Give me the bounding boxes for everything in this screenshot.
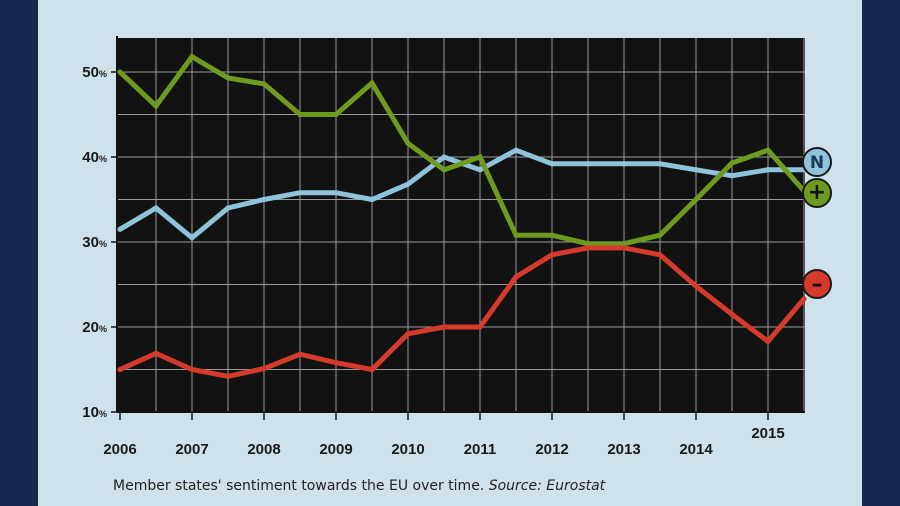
series-marker-label-negative: –: [812, 272, 823, 297]
caption-text: Member states' sentiment towards the EU …: [113, 478, 485, 494]
x-tick-label: 2006: [103, 441, 136, 458]
series-marker-label-neutral: N: [810, 153, 824, 173]
data-point-negative: [369, 366, 375, 373]
data-point-neutral: [189, 235, 195, 241]
data-point-negative: [261, 366, 267, 372]
x-tick-label: 2007: [175, 441, 208, 458]
data-point-negative: [297, 351, 303, 357]
y-tick-label: 30%: [82, 234, 107, 251]
data-point-neutral: [729, 173, 735, 179]
data-point-negative: [117, 366, 123, 373]
data-point-positive: [225, 75, 231, 81]
data-point-neutral: [261, 196, 267, 203]
data-point-positive: [657, 232, 663, 238]
data-point-positive: [765, 147, 771, 153]
x-tick-label: 2008: [247, 441, 280, 458]
data-point-positive: [729, 160, 735, 166]
data-point-positive: [261, 81, 267, 87]
data-point-neutral: [657, 161, 663, 167]
x-tick-label: 2011: [464, 441, 497, 458]
x-tick-label: 2012: [535, 441, 568, 458]
data-point-neutral: [513, 147, 519, 153]
series-marker-label-positive: +: [808, 180, 826, 205]
y-tick-label: 40%: [82, 149, 107, 166]
data-point-positive: [441, 167, 447, 173]
data-point-positive: [621, 241, 627, 247]
series-marker-negative: [802, 269, 832, 299]
data-point-neutral: [549, 161, 555, 167]
data-point-positive: [405, 140, 411, 146]
data-point-positive: [189, 54, 195, 60]
data-point-neutral: [333, 190, 339, 196]
data-point-neutral: [585, 161, 591, 167]
series-line-negative: [118, 245, 806, 379]
data-point-neutral: [441, 154, 447, 160]
data-point-neutral: [477, 167, 483, 173]
series-marker-neutral: [802, 147, 832, 177]
y-tick-label: 20%: [82, 319, 107, 336]
data-point-negative: [333, 360, 339, 366]
data-point-negative: [189, 366, 195, 373]
data-point-positive: [369, 80, 375, 86]
chart-caption: Member states' sentiment towards the EU …: [113, 478, 605, 494]
x-tick-label: 2014: [679, 441, 713, 458]
data-point-negative: [801, 296, 807, 302]
y-tick-label: 50%: [82, 64, 107, 81]
data-point-negative: [477, 324, 483, 330]
data-point-negative: [441, 324, 447, 330]
data-point-neutral: [405, 181, 411, 187]
data-point-negative: [693, 283, 699, 289]
data-point-negative: [765, 338, 771, 345]
data-point-positive: [549, 232, 555, 238]
series-marker-positive: [802, 178, 832, 208]
y-tick-label: 10%: [82, 404, 107, 421]
data-point-positive: [513, 232, 519, 238]
data-point-positive: [477, 154, 483, 160]
data-point-positive: [297, 111, 303, 118]
data-point-negative: [153, 350, 159, 356]
data-point-negative: [729, 311, 735, 317]
data-point-negative: [513, 274, 519, 280]
data-point-neutral: [225, 205, 231, 211]
data-point-neutral: [297, 190, 303, 196]
data-point-negative: [549, 252, 555, 258]
data-point-neutral: [117, 226, 123, 232]
data-point-negative: [585, 245, 591, 251]
data-point-negative: [621, 245, 627, 251]
caption-source: Source: Eurostat: [488, 478, 606, 494]
x-tick-label: 2009: [319, 441, 352, 458]
data-point-neutral: [621, 161, 627, 167]
data-point-neutral: [765, 167, 771, 173]
data-point-positive: [153, 103, 159, 109]
data-point-neutral: [693, 167, 699, 173]
data-point-negative: [657, 252, 663, 258]
data-point-positive: [117, 69, 123, 75]
x-tick-label: 2010: [391, 441, 424, 458]
data-point-positive: [585, 241, 591, 247]
x-tick-label: 2013: [607, 441, 640, 458]
data-point-positive: [333, 111, 339, 118]
data-point-negative: [405, 331, 411, 337]
x-tick-label: 2015: [751, 425, 784, 442]
plot-area: [117, 38, 805, 412]
data-point-neutral: [153, 205, 159, 211]
data-point-negative: [225, 373, 231, 379]
series-line-positive: [118, 53, 806, 247]
data-point-positive: [693, 196, 699, 203]
data-point-neutral: [369, 196, 375, 203]
